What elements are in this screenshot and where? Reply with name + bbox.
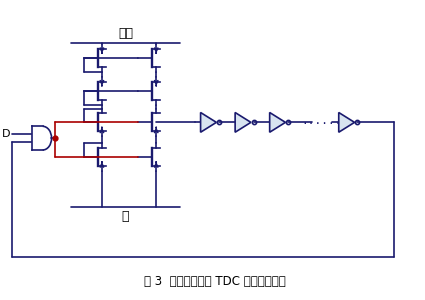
Polygon shape bbox=[270, 112, 286, 132]
Polygon shape bbox=[201, 112, 216, 132]
Text: ......: ...... bbox=[302, 116, 342, 126]
Text: 图 3  含有电流镜的 TDC 振荡环原理图: 图 3 含有电流镜的 TDC 振荡环原理图 bbox=[144, 275, 285, 288]
Text: 地: 地 bbox=[122, 210, 129, 223]
Text: D: D bbox=[2, 129, 10, 139]
Polygon shape bbox=[32, 126, 42, 150]
Polygon shape bbox=[235, 112, 251, 132]
Polygon shape bbox=[339, 112, 354, 132]
Text: 电源: 电源 bbox=[118, 28, 133, 40]
